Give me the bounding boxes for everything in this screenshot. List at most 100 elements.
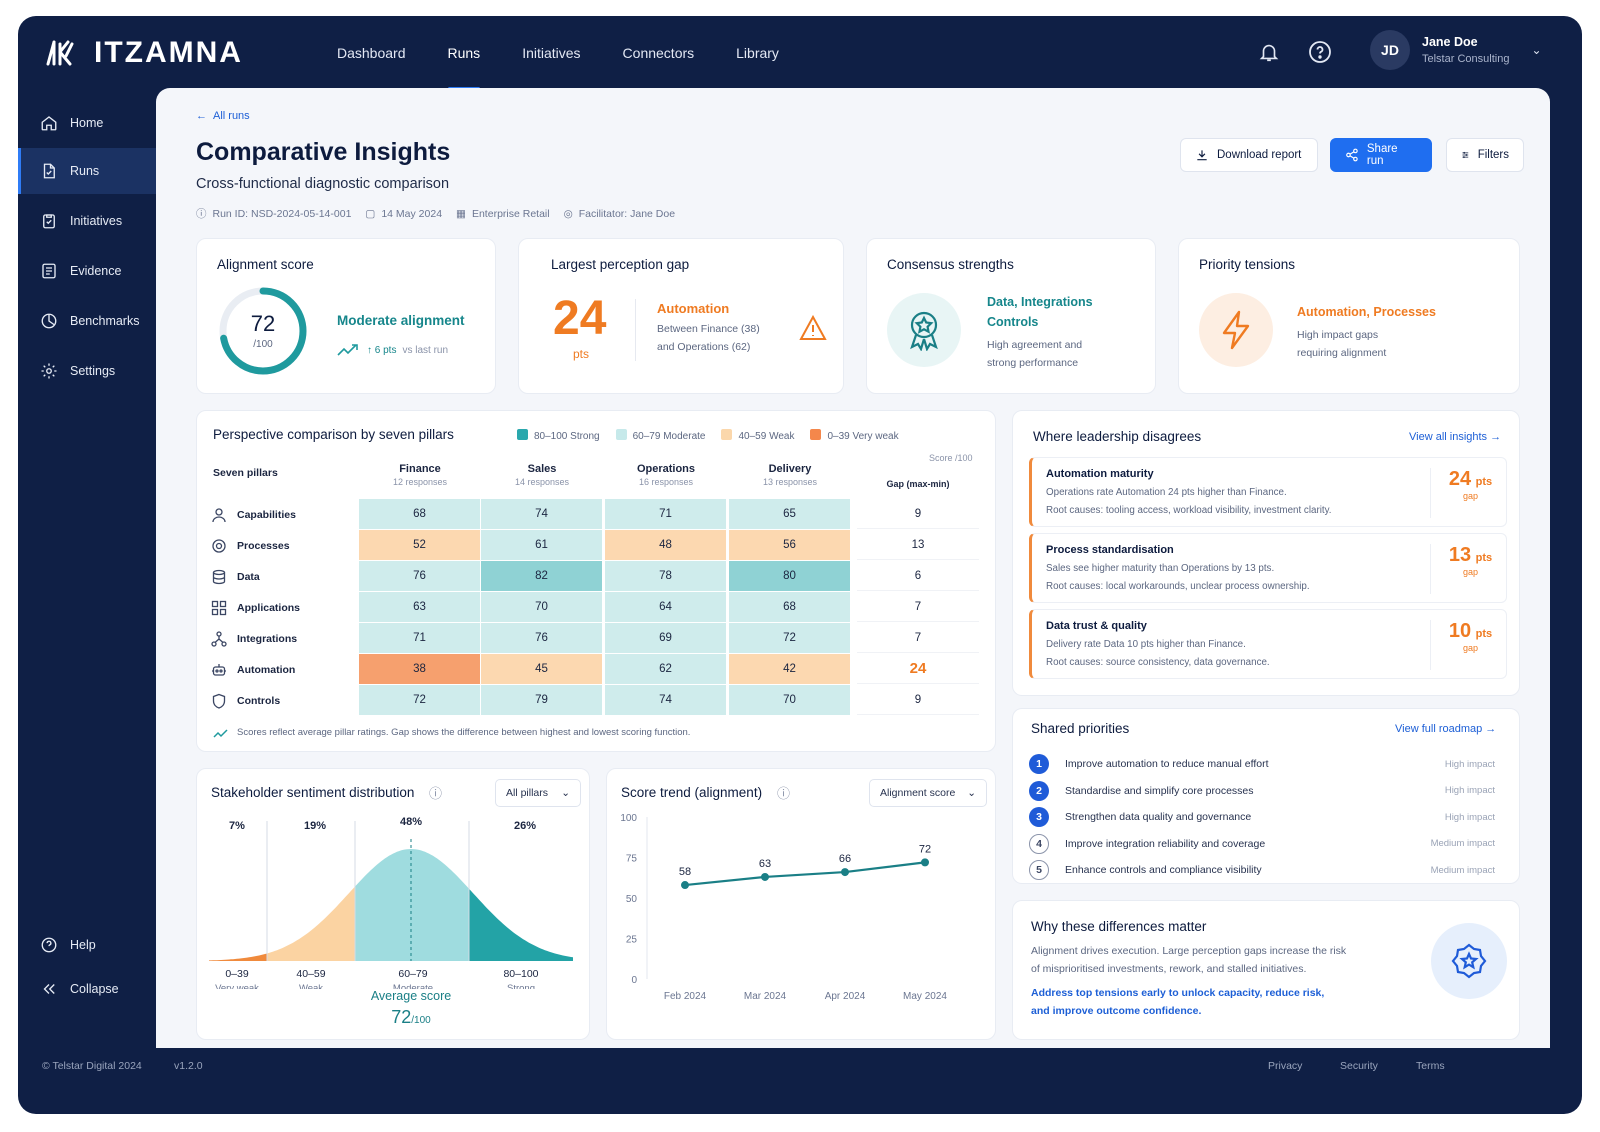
heatmap-cell[interactable]: 52 xyxy=(359,530,480,560)
gap-pillar: Automation xyxy=(657,301,730,316)
back-link[interactable]: ← All runs xyxy=(196,110,250,122)
priority-number: 1 xyxy=(1029,754,1049,774)
alignment-score-of: /100 xyxy=(253,339,273,350)
heatmap-cell[interactable]: 68 xyxy=(359,499,480,529)
pillar-select[interactable]: All pillars ⌄ xyxy=(495,779,581,807)
nav-connectors[interactable]: Connectors xyxy=(622,45,695,61)
security-link[interactable]: Security xyxy=(1340,1060,1378,1072)
heatmap-cell[interactable]: 38 xyxy=(359,654,480,684)
run-id: Run ID: NSD-2024-05-14-001 xyxy=(212,207,352,220)
sidebar-item-initiatives[interactable]: Initiatives xyxy=(18,198,156,244)
nav-runs[interactable]: Runs xyxy=(427,16,502,90)
gap-value: 6 xyxy=(857,561,979,591)
trend-point[interactable] xyxy=(921,858,929,867)
sidebar-item-evidence[interactable]: Evidence xyxy=(18,248,156,294)
filters-button[interactable]: Filters xyxy=(1446,138,1524,172)
trend-point[interactable] xyxy=(761,872,769,881)
priority-item[interactable]: 1 Improve automation to reduce manual eff… xyxy=(1029,751,1495,777)
heatmap-cell[interactable]: 76 xyxy=(481,623,602,653)
brand-logo[interactable]: ITZAMNA xyxy=(44,36,243,70)
info-icon[interactable]: ⓘ xyxy=(429,786,443,801)
nav-dashboard[interactable]: Dashboard xyxy=(337,45,406,61)
priority-item[interactable]: 3 Strengthen data quality and governance H… xyxy=(1029,804,1495,830)
logo-icon xyxy=(46,40,74,66)
download-report-button[interactable]: Download report xyxy=(1180,138,1318,172)
copyright: © Telstar Digital 2024 xyxy=(42,1060,142,1072)
priority-item[interactable]: 4 Improve integration reliability and cov… xyxy=(1029,831,1495,857)
view-all-insights-link[interactable]: View all insights → xyxy=(1409,431,1502,443)
sidebar-item-runs[interactable]: Runs xyxy=(18,148,156,194)
heatmap-cell[interactable]: 76 xyxy=(359,561,480,591)
trend-point[interactable] xyxy=(681,881,689,890)
heatmap-cell[interactable]: 48 xyxy=(605,530,726,560)
heatmap-cell[interactable]: 78 xyxy=(605,561,726,591)
nav-library[interactable]: Library xyxy=(736,45,779,61)
heatmap-cell[interactable]: 65 xyxy=(729,499,850,529)
priority-item[interactable]: 2 Standardise and simplify core processes… xyxy=(1029,778,1495,804)
sidebar-collapse-button[interactable]: Collapse xyxy=(18,966,156,1012)
disagreement-item[interactable]: Automation maturity Operations rate Auto… xyxy=(1029,457,1507,527)
avatar: JD xyxy=(1370,30,1410,70)
alignment-score-card: Alignment score 72 /100 Moderate alignme… xyxy=(196,238,496,394)
y-tick-label: 100 xyxy=(620,813,637,824)
heatmap-cell[interactable]: 79 xyxy=(481,685,602,715)
view-roadmap-link[interactable]: View full roadmap → xyxy=(1395,723,1497,735)
priority-item[interactable]: 5 Enhance controls and compliance visibil… xyxy=(1029,857,1495,883)
user-org: Telstar Consulting xyxy=(1422,53,1510,65)
user-menu[interactable]: JD Jane Doe Telstar Consulting ⌄ xyxy=(1370,30,1542,70)
heatmap-cell[interactable]: 72 xyxy=(359,685,480,715)
category-sublabel: Strong xyxy=(507,983,535,989)
home-icon xyxy=(41,116,57,131)
sidebar-item-benchmarks[interactable]: Benchmarks xyxy=(18,298,156,344)
heatmap-cell[interactable]: 56 xyxy=(729,530,850,560)
share-run-button[interactable]: Share run xyxy=(1330,138,1432,172)
heatmap-cell[interactable]: 71 xyxy=(359,623,480,653)
bell-icon[interactable] xyxy=(1257,40,1281,64)
sidebar-item-settings[interactable]: Settings xyxy=(18,348,156,394)
heatmap-cell[interactable]: 69 xyxy=(605,623,726,653)
sidebar-item-help[interactable]: Help xyxy=(18,922,156,968)
heatmap-cell[interactable]: 72 xyxy=(729,623,850,653)
document-icon xyxy=(43,163,55,179)
heatmap-cell[interactable]: 82 xyxy=(481,561,602,591)
distribution-segment xyxy=(469,888,573,961)
clipboard-icon xyxy=(43,214,55,229)
heatmap-cell[interactable]: 62 xyxy=(605,654,726,684)
heatmap-cell[interactable]: 64 xyxy=(605,592,726,622)
heatmap-cell[interactable]: 74 xyxy=(481,499,602,529)
heatmap-cell[interactable]: 70 xyxy=(729,685,850,715)
distribution-segment xyxy=(355,849,469,961)
help-icon[interactable] xyxy=(1308,40,1332,64)
robot-icon xyxy=(212,663,226,676)
nav-initiatives[interactable]: Initiatives xyxy=(522,45,581,61)
heatmap-cell[interactable]: 45 xyxy=(481,654,602,684)
consensus-pillars: Data, Integrations xyxy=(987,295,1093,309)
heatmap-cell[interactable]: 63 xyxy=(359,592,480,622)
disagreement-item[interactable]: Process standardisation Sales see higher… xyxy=(1029,533,1507,603)
alignment-gauge xyxy=(219,287,307,375)
pillar-row-label: Applications xyxy=(211,592,300,623)
gap-value: 7 xyxy=(857,592,979,622)
heatmap-cell[interactable]: 70 xyxy=(481,592,602,622)
heatmap-cell[interactable]: 74 xyxy=(605,685,726,715)
legend-item: 80–100 Strong xyxy=(517,429,600,442)
heatmap-cell[interactable]: 71 xyxy=(605,499,726,529)
page-title: Comparative Insights xyxy=(196,138,451,166)
category-label: 0–39 xyxy=(225,968,249,980)
heatmap-cell[interactable]: 80 xyxy=(729,561,850,591)
column-header: Sales 14 responses xyxy=(514,463,570,487)
sidebar-item-home[interactable]: Home xyxy=(18,100,156,146)
pillar-row-label: Integrations xyxy=(211,623,297,654)
disagreement-item[interactable]: Data trust & quality Delivery rate Data … xyxy=(1029,609,1507,679)
info-icon[interactable]: ⓘ xyxy=(777,786,791,801)
trend-point[interactable] xyxy=(841,868,849,877)
privacy-link[interactable]: Privacy xyxy=(1268,1060,1303,1072)
heatmap-cell[interactable]: 61 xyxy=(481,530,602,560)
heatmap-cell[interactable]: 68 xyxy=(729,592,850,622)
metric-select[interactable]: Alignment score ⌄ xyxy=(869,779,987,807)
heatmap-cell[interactable]: 42 xyxy=(729,654,850,684)
category-label: 40–59 xyxy=(296,968,325,980)
terms-link[interactable]: Terms xyxy=(1416,1060,1445,1072)
value-label: 48% xyxy=(400,816,422,828)
page-subtitle: Cross-functional diagnostic comparison xyxy=(196,176,450,192)
